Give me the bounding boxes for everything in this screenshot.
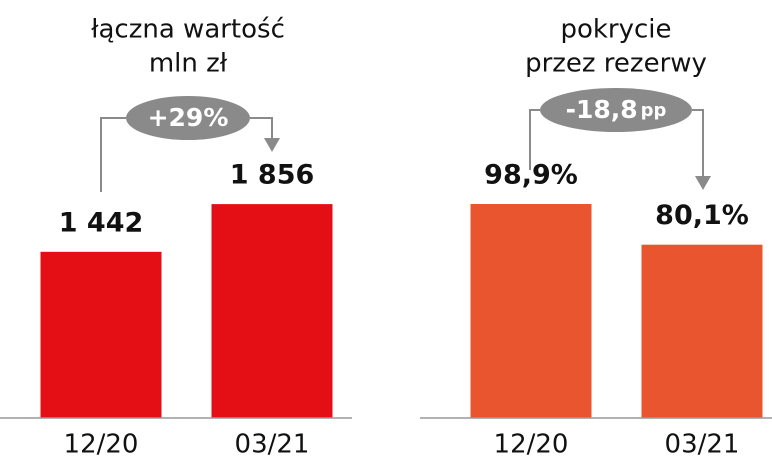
x-tick-label: 03/21 bbox=[665, 430, 740, 460]
annotation-value: +29% bbox=[148, 103, 229, 132]
bracket-right bbox=[692, 109, 704, 178]
data-label: 1 442 bbox=[59, 207, 144, 238]
bracket-left bbox=[100, 117, 126, 192]
annotation-bubble bbox=[540, 88, 692, 132]
annotation: +29% bbox=[148, 103, 229, 132]
annotation-unit: pp bbox=[641, 100, 667, 121]
chart-title: łączna wartość bbox=[91, 15, 285, 45]
annotation: -18,8 pp bbox=[566, 95, 667, 124]
bar bbox=[40, 251, 162, 418]
chart-subtitle: przez rezerwy bbox=[525, 49, 707, 79]
x-tick-label: 12/20 bbox=[64, 430, 139, 460]
x-tick-label: 12/20 bbox=[494, 430, 569, 460]
chart-subtitle: mln zł bbox=[149, 49, 228, 79]
annotation-bubble bbox=[126, 96, 250, 140]
arrow-head bbox=[264, 138, 280, 152]
x-tick-label: 03/21 bbox=[235, 430, 310, 460]
data-label: 80,1% bbox=[655, 200, 749, 231]
bracket-left bbox=[529, 109, 540, 170]
bar bbox=[641, 244, 763, 418]
annotation-value: -18,8 bbox=[566, 95, 638, 124]
data-label: 1 856 bbox=[230, 160, 315, 191]
chart-title: pokrycie bbox=[560, 15, 671, 45]
bracket-right bbox=[250, 117, 273, 140]
bar bbox=[211, 204, 333, 418]
arrow-head bbox=[695, 176, 711, 190]
bar bbox=[470, 204, 592, 418]
